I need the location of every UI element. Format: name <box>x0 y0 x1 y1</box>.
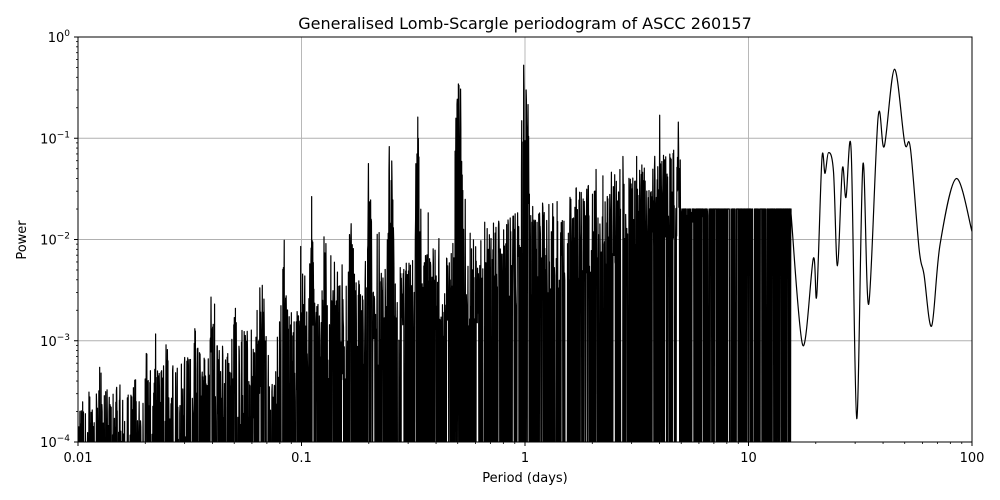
y-tick-labels: 10−4 10−3 10−2 10−1 100 <box>40 29 70 451</box>
y-tick-label: 10−3 <box>40 333 70 350</box>
axis-ticks <box>74 36 973 446</box>
y-tick-label: 10−4 <box>40 434 70 451</box>
x-axis-label: Period (days) <box>482 471 568 486</box>
x-tick-label: 1 <box>521 451 529 466</box>
x-tick-label: 10 <box>740 451 757 466</box>
x-tick-labels: 0.01 0.1 1 10 100 <box>64 451 985 466</box>
y-tick-label: 10−2 <box>40 232 70 249</box>
periodogram-line <box>78 64 972 442</box>
chart-title: Generalised Lomb-Scargle periodogram of … <box>298 14 752 33</box>
x-tick-label: 0.01 <box>64 451 93 466</box>
x-tick-label: 0.1 <box>291 451 312 466</box>
y-tick-label: 100 <box>48 29 71 46</box>
x-tick-label: 100 <box>960 451 985 466</box>
y-tick-label: 10−1 <box>40 130 70 147</box>
y-axis-label: Power <box>15 220 30 260</box>
